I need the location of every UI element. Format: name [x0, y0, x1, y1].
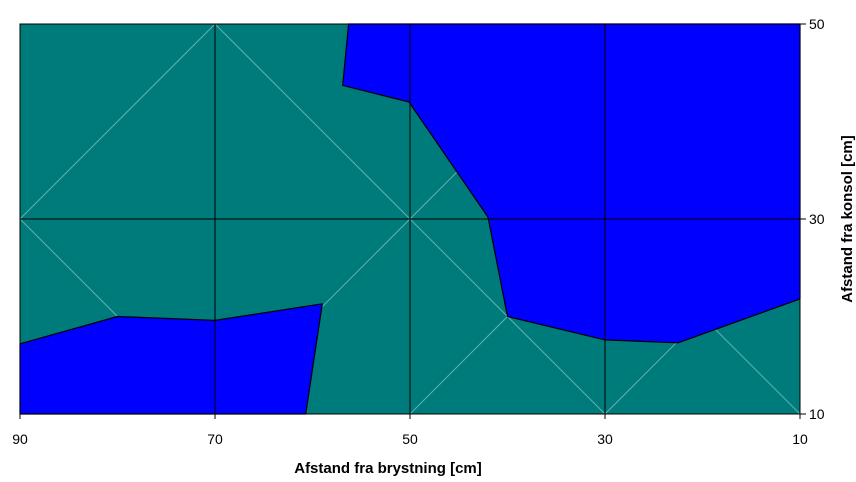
y-axis-ticks: 50 30 10 [809, 16, 825, 422]
y-tick-label: 50 [809, 16, 825, 32]
y-tick-label: 10 [809, 406, 825, 422]
plot-border [19, 23, 801, 415]
y-tick-label: 30 [809, 211, 825, 227]
y-axis-title: Afstand fra konsol [cm] [839, 135, 856, 303]
x-axis-title: Afstand fra brystning [cm] [294, 460, 482, 477]
contour-regions [19, 23, 801, 415]
x-axis-ticks: 90 70 50 30 10 [12, 431, 808, 447]
x-tick-label: 90 [12, 431, 28, 447]
x-tick-label: 70 [207, 431, 223, 447]
x-tick-label: 10 [792, 431, 808, 447]
diagonal-line-1 [19, 23, 216, 220]
x-tick-label: 30 [597, 431, 613, 447]
x-tick-label: 50 [402, 431, 418, 447]
